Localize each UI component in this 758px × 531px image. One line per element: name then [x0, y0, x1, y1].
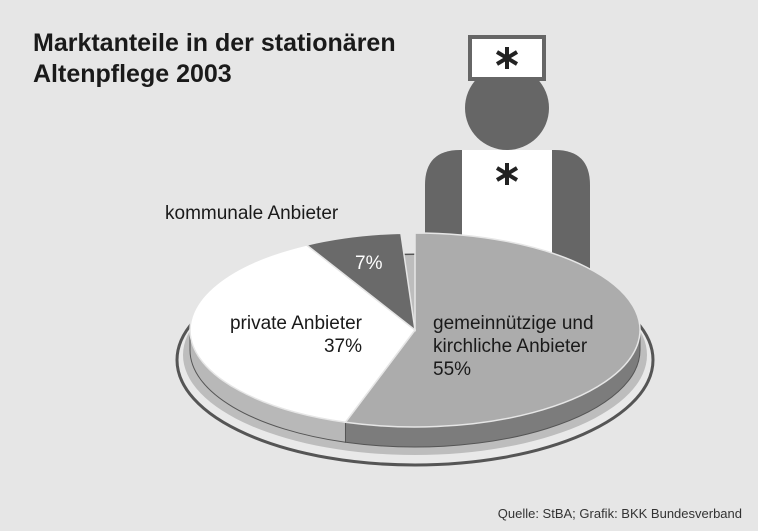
slice-label: private Anbieter 37% [212, 312, 362, 358]
source: Quelle: StBA; Grafik: BKK Bundesverband [497, 506, 742, 521]
chart-title: Marktanteile in der stationären Altenpfl… [33, 29, 396, 88]
value-label: 7% [355, 253, 383, 274]
pie-slice [189, 244, 417, 424]
category-label: kommunale Anbieter [165, 203, 339, 224]
category-label: gemeinnützige und kirchliche Anbieter [433, 313, 594, 357]
slice-label: gemeinnützige und kirchliche Anbieter 55% [433, 312, 603, 381]
value-label: 37% [323, 336, 362, 357]
pie-slice [304, 232, 417, 332]
pie-slice [344, 232, 641, 428]
value-label: 55% [433, 359, 472, 380]
category-label: private Anbieter [229, 313, 362, 334]
